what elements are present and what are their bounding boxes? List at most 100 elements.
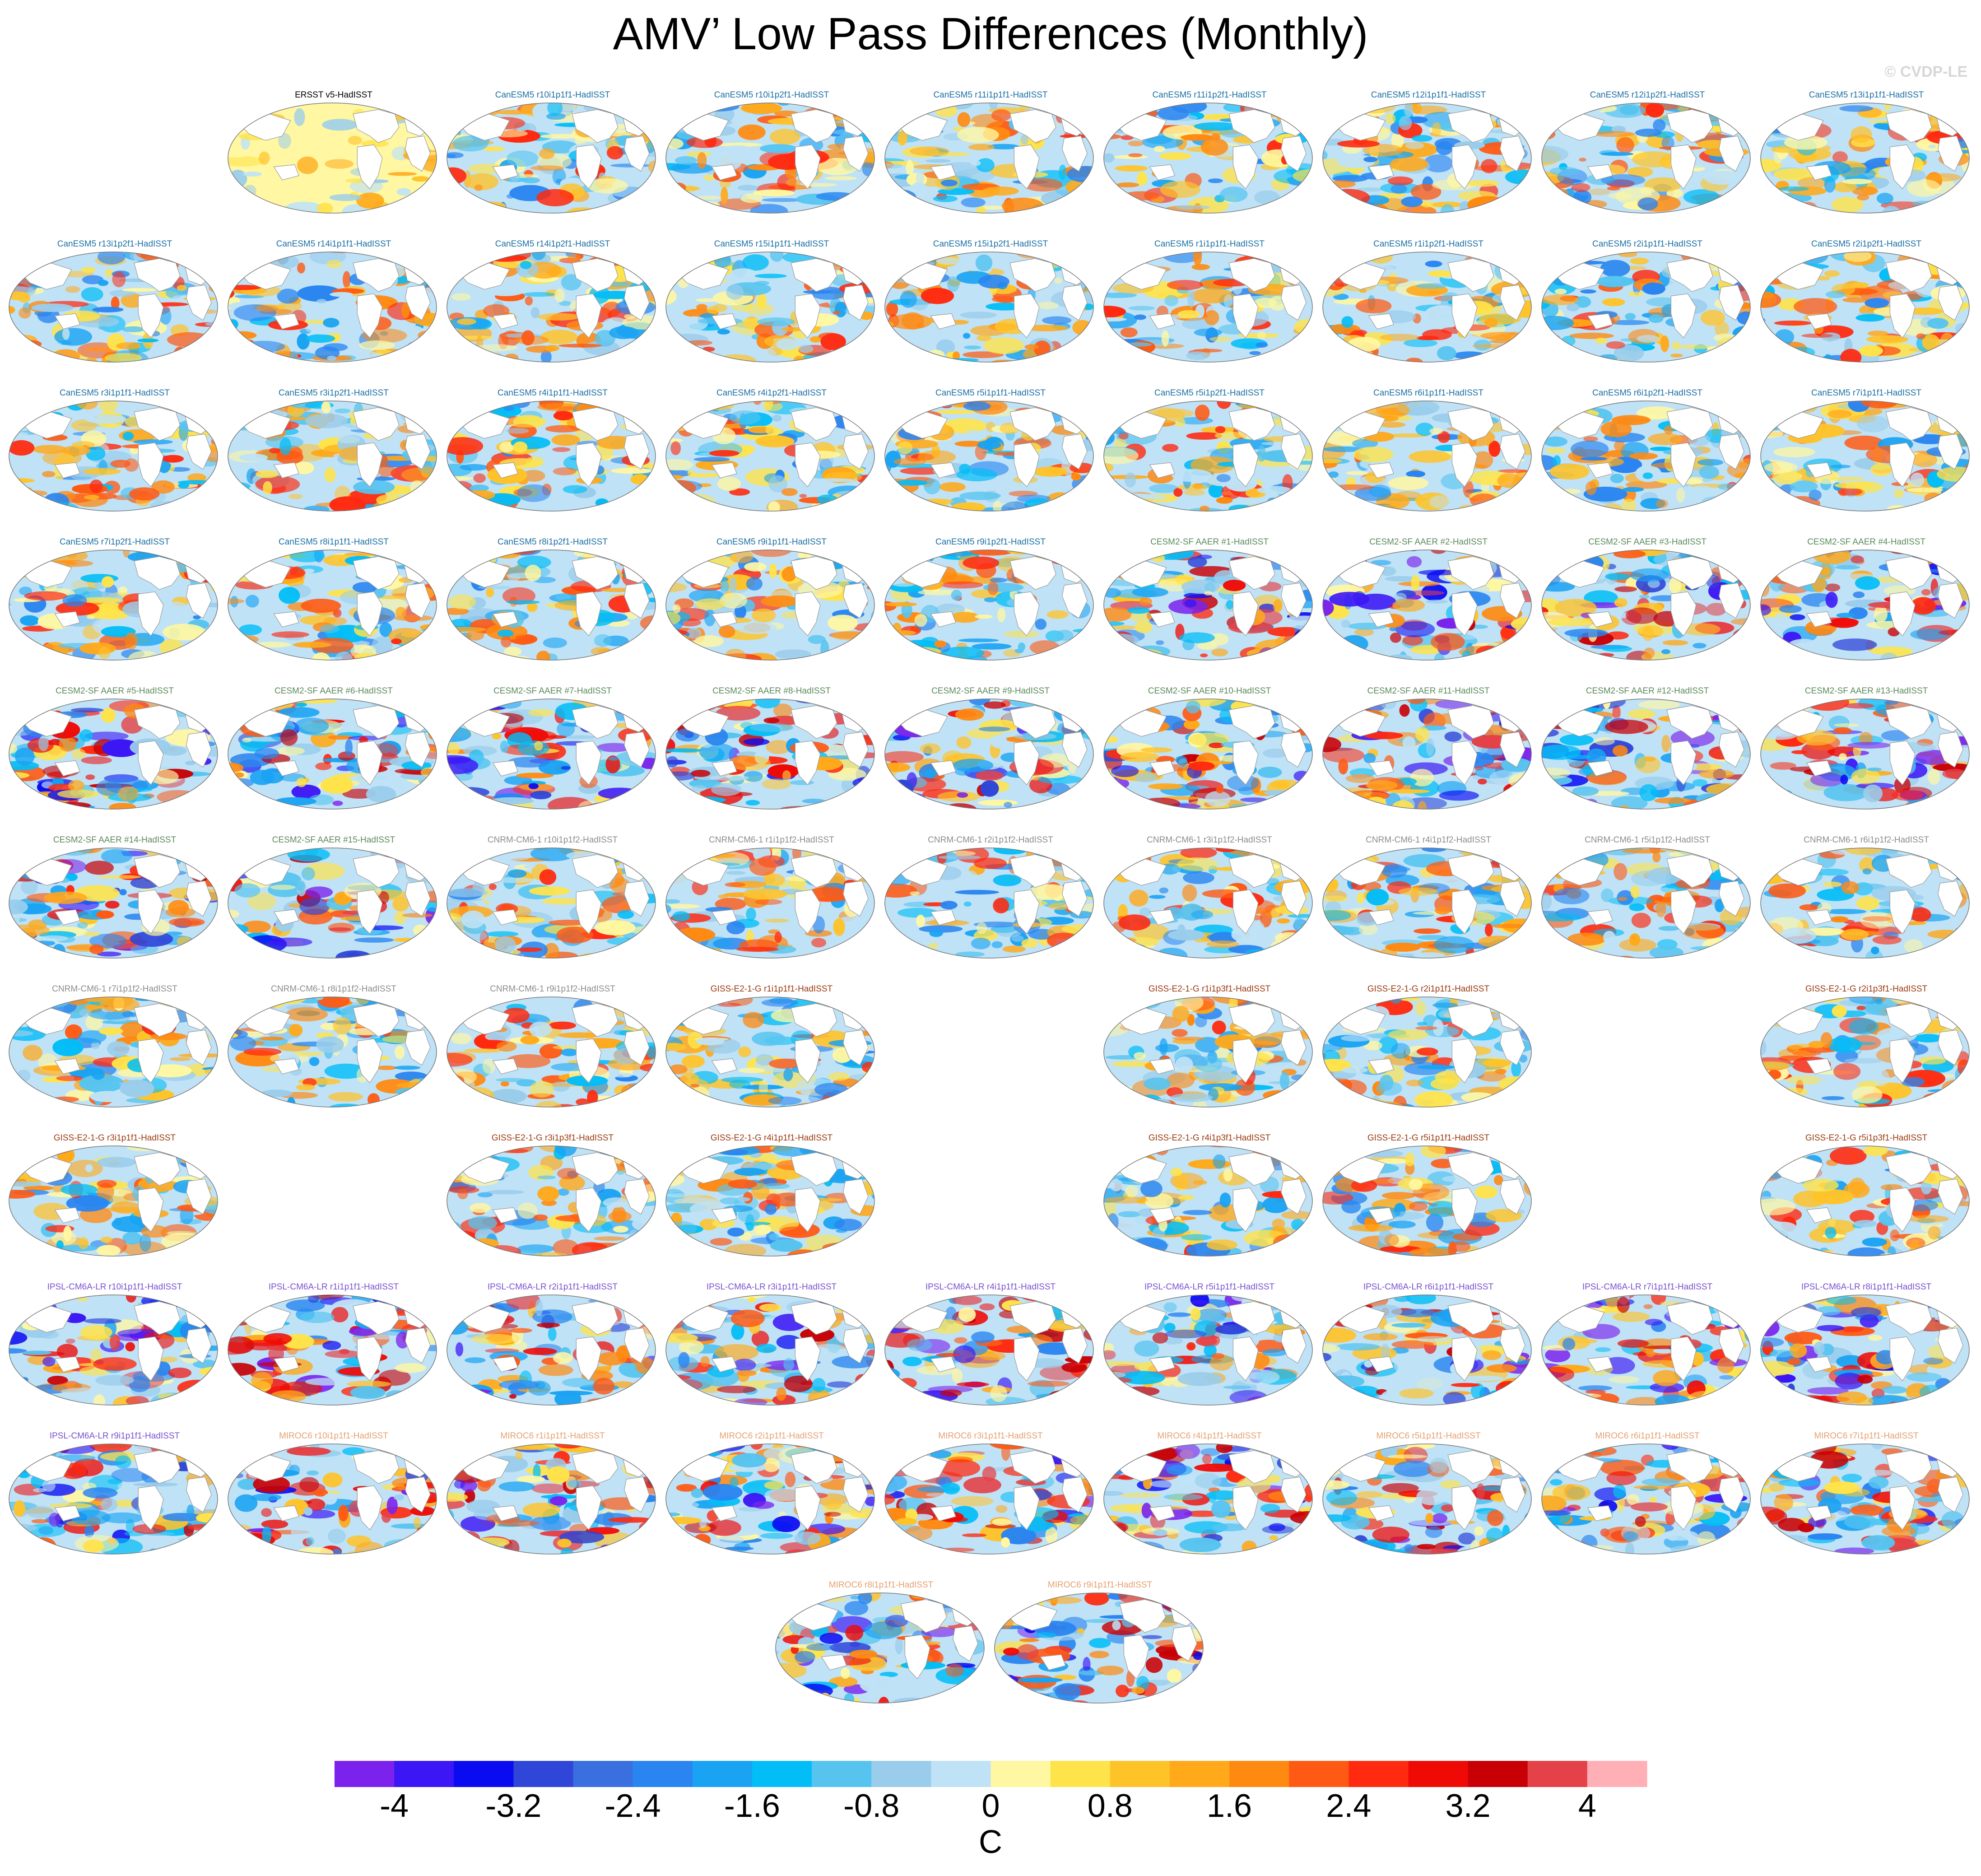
panel-title: CanESM5 r8i1p1f1-HadISST: [279, 537, 389, 547]
panel-title: MIROC6 r3i1p1f1-HadISST: [938, 1431, 1043, 1441]
sst-map: [228, 251, 437, 363]
map-panel: CNRM-CM6-1 r5i1p1f2-HadISST: [1539, 835, 1756, 984]
map-panel: CESM2-SF AAER #13-HadISST: [1758, 686, 1975, 835]
sst-map: [228, 549, 437, 661]
map-panel: CanESM5 r6i1p2f1-HadISST: [1539, 388, 1756, 537]
panel-title: CanESM5 r1i1p2f1-HadISST: [1373, 239, 1483, 249]
colorbar-segment: [335, 1761, 395, 1787]
sst-map: [1541, 698, 1751, 810]
sst-map: [228, 847, 437, 959]
colorbar-segment: [752, 1761, 812, 1787]
map-panel: MIROC6 r5i1p1f1-HadISST: [1320, 1431, 1537, 1580]
credit-label: © CVDP-LE: [1884, 63, 1967, 80]
colorbar-segment: [871, 1761, 931, 1787]
map-panel: CanESM5 r14i1p2f1-HadISST: [444, 239, 661, 388]
panel-title: CESM2-SF AAER #5-HadISST: [56, 686, 174, 696]
map-panel: MIROC6 r9i1p1f1-HadISST: [992, 1580, 1209, 1729]
panel-title: CanESM5 r9i1p2f1-HadISST: [935, 537, 1046, 547]
sst-map: [1760, 1294, 1970, 1406]
colorbar-tick-label: 0: [981, 1788, 1000, 1824]
map-panel: CanESM5 r10i1p2f1-HadISST: [663, 90, 880, 239]
panel-title: IPSL-CM6A-LR r8i1p1f1-HadISST: [1801, 1282, 1932, 1292]
panel-title: CESM2-SF AAER #14-HadISST: [53, 835, 177, 845]
sst-map: [446, 698, 656, 810]
panel-title: MIROC6 r7i1p1f1-HadISST: [1814, 1431, 1919, 1441]
colorbar-segment: [1527, 1761, 1588, 1787]
panel-title: MIROC6 r2i1p1f1-HadISST: [719, 1431, 824, 1441]
panel-title: GISS-E2-1-G r2i1p1f1-HadISST: [1367, 984, 1490, 994]
panel-title: IPSL-CM6A-LR r4i1p1f1-HadISST: [925, 1282, 1056, 1292]
map-panel: CanESM5 r1i1p2f1-HadISST: [1320, 239, 1537, 388]
map-panel: CanESM5 r11i1p2f1-HadISST: [1101, 90, 1318, 239]
colorbar-tick-label: -2.4: [605, 1788, 661, 1824]
sst-map: [1103, 400, 1313, 512]
map-panel: CanESM5 r13i1p1f1-HadISST: [1758, 90, 1975, 239]
map-panel: CanESM5 r10i1p1f1-HadISST: [444, 90, 661, 239]
sst-map: [1103, 698, 1313, 810]
sst-map: [9, 251, 218, 363]
colorbar-segment: [1229, 1761, 1289, 1787]
sst-map: [9, 400, 218, 512]
panel-title: CanESM5 r13i1p1f1-HadISST: [1809, 90, 1924, 100]
panel-title: CESM2-SF AAER #4-HadISST: [1807, 537, 1925, 547]
map-panel: CanESM5 r9i1p1f1-HadISST: [663, 537, 880, 686]
panel-title: CNRM-CM6-1 r8i1p1f2-HadISST: [271, 984, 396, 994]
sst-map: [1103, 1145, 1313, 1257]
panel-title: CESM2-SF AAER #15-HadISST: [272, 835, 395, 845]
map-panel: CNRM-CM6-1 r6i1p1f2-HadISST: [1758, 835, 1975, 984]
panel-title: CanESM5 r14i1p1f1-HadISST: [276, 239, 391, 249]
sst-map: [1760, 847, 1970, 959]
sst-map: [665, 549, 875, 661]
colorbar-segment: [990, 1761, 1051, 1787]
map-panel: CanESM5 r4i1p1f1-HadISST: [444, 388, 661, 537]
figure-title: AMV’ Low Pass Differences (Monthly): [613, 9, 1368, 59]
panel-title: CanESM5 r5i1p1f1-HadISST: [935, 388, 1046, 398]
map-panel: CanESM5 r1i1p1f1-HadISST: [1101, 239, 1318, 388]
map-panel: CESM2-SF AAER #1-HadISST: [1101, 537, 1318, 686]
map-panel: IPSL-CM6A-LR r10i1p1f1-HadISST: [6, 1282, 223, 1431]
sst-map: [228, 1294, 437, 1406]
panel-title: CanESM5 r5i1p2f1-HadISST: [1154, 388, 1265, 398]
panel-title: CNRM-CM6-1 r4i1p1f2-HadISST: [1366, 835, 1491, 845]
map-panel: MIROC6 r3i1p1f1-HadISST: [882, 1431, 1099, 1580]
panel-title: GISS-E2-1-G r4i1p1f1-HadISST: [710, 1133, 833, 1143]
colorbar-segment: [1468, 1761, 1528, 1787]
panel-title: CanESM5 r12i1p2f1-HadISST: [1590, 90, 1705, 100]
sst-map: [884, 1294, 1094, 1406]
map-panel: CNRM-CM6-1 r2i1p1f2-HadISST: [882, 835, 1099, 984]
map-panel: CanESM5 r8i1p2f1-HadISST: [444, 537, 661, 686]
map-panel: CanESM5 r9i1p2f1-HadISST: [882, 537, 1099, 686]
sst-map: [884, 102, 1094, 214]
map-panel: CanESM5 r8i1p1f1-HadISST: [225, 537, 442, 686]
panel-title: CESM2-SF AAER #11-HadISST: [1367, 686, 1490, 696]
colorbar-segment: [692, 1761, 753, 1787]
map-panel: GISS-E2-1-G r3i1p3f1-HadISST: [444, 1133, 661, 1282]
panel-title: GISS-E2-1-G r1i1p3f1-HadISST: [1148, 984, 1271, 994]
panel-title: CanESM5 r7i1p2f1-HadISST: [60, 537, 170, 547]
panel-title: CanESM5 r11i1p2f1-HadISST: [1152, 90, 1267, 100]
panel-title: CanESM5 r6i1p1f1-HadISST: [1373, 388, 1483, 398]
map-panel: IPSL-CM6A-LR r6i1p1f1-HadISST: [1320, 1282, 1537, 1431]
sst-map: [1760, 996, 1970, 1108]
colorbar-segment: [1050, 1761, 1111, 1787]
panel-title: CESM2-SF AAER #10-HadISST: [1148, 686, 1271, 696]
sst-map: [1322, 102, 1532, 214]
colorbar-segment: [1349, 1761, 1409, 1787]
panel-title: CanESM5 r7i1p1f1-HadISST: [1811, 388, 1921, 398]
panel-title: GISS-E2-1-G r2i1p3f1-HadISST: [1805, 984, 1928, 994]
panel-title: CanESM5 r1i1p1f1-HadISST: [1154, 239, 1265, 249]
map-panel: CNRM-CM6-1 r9i1p1f2-HadISST: [444, 984, 661, 1133]
map-panel: MIROC6 r7i1p1f1-HadISST: [1758, 1431, 1975, 1580]
sst-map: [1322, 698, 1532, 810]
map-panel: CanESM5 r6i1p1f1-HadISST: [1320, 388, 1537, 537]
map-panel: CESM2-SF AAER #6-HadISST: [225, 686, 442, 835]
panel-title: CESM2-SF AAER #13-HadISST: [1804, 686, 1928, 696]
sst-map: [1322, 549, 1532, 661]
map-panel: GISS-E2-1-G r2i1p3f1-HadISST: [1758, 984, 1975, 1133]
panel-title: MIROC6 r5i1p1f1-HadISST: [1376, 1431, 1481, 1441]
map-panel: CNRM-CM6-1 r8i1p1f2-HadISST: [225, 984, 442, 1133]
panel-title: CNRM-CM6-1 r9i1p1f2-HadISST: [490, 984, 615, 994]
sst-map: [1541, 1294, 1751, 1406]
sst-map: [1322, 400, 1532, 512]
panel-title: IPSL-CM6A-LR r3i1p1f1-HadISST: [706, 1282, 837, 1292]
